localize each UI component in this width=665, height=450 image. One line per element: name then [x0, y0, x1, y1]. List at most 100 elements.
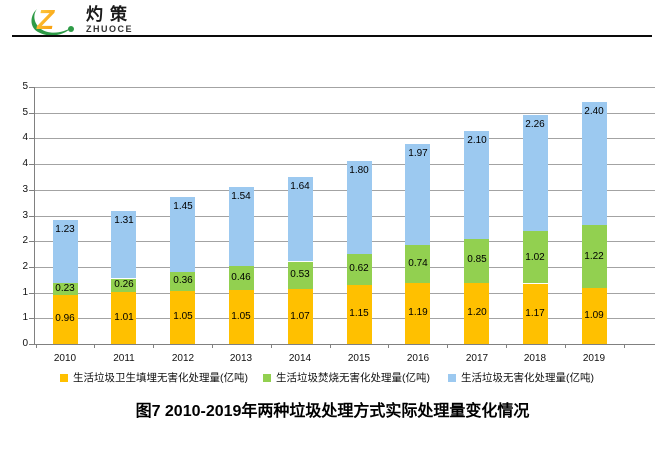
bar-segment [523, 231, 548, 283]
legend-swatch-icon [448, 373, 456, 382]
bar-segment [170, 272, 195, 291]
y-axis-tick [29, 216, 34, 217]
bar-segment [288, 177, 313, 261]
bar-value-label: 1.19 [408, 307, 428, 318]
y-axis-tick [29, 241, 34, 242]
legend-label: 生活垃圾无害化处理量(亿吨) [461, 372, 594, 384]
legend-item: 生活垃圾焚烧无害化处理量(亿吨) [263, 370, 430, 385]
x-axis-tick [94, 344, 95, 348]
bar-segment [405, 283, 430, 344]
bar-value-label: 0.96 [55, 313, 75, 324]
bar-value-label: 1.80 [349, 165, 369, 176]
x-axis-tick [388, 344, 389, 348]
x-axis-category-label: 2013 [229, 353, 253, 364]
y-axis-tick-label: 2 [22, 235, 28, 246]
x-axis-tick [330, 344, 331, 348]
bar-value-label: 1.45 [173, 201, 193, 212]
y-axis-tick-label: 4 [22, 158, 28, 169]
x-axis-category-label: 2010 [53, 353, 77, 364]
bar-segment [288, 262, 313, 289]
gridline [34, 164, 655, 165]
bar-segment [111, 211, 136, 278]
bar-value-label: 2.10 [467, 135, 487, 146]
bar-value-label: 2.26 [525, 119, 545, 130]
brand-name-cn: 灼策 [86, 5, 134, 24]
bar-segment [53, 295, 78, 344]
bar-value-label: 1.17 [525, 308, 545, 319]
y-axis-tick-label: 3 [22, 210, 28, 221]
bar-segment [111, 279, 136, 292]
y-axis-tick-label: 5 [22, 107, 28, 118]
x-axis-category-label: 2017 [465, 353, 489, 364]
y-axis-tick [29, 138, 34, 139]
gridline [34, 113, 655, 114]
x-axis-tick [153, 344, 154, 348]
legend-swatch-icon [263, 373, 271, 382]
x-axis-tick [565, 344, 566, 348]
bar-segment [582, 225, 607, 288]
bar-value-label: 2.40 [584, 106, 604, 117]
x-axis-category-label: 2011 [113, 353, 135, 364]
bar-segment [229, 290, 254, 344]
bar-segment [170, 197, 195, 272]
y-axis-tick-label: 1 [22, 287, 28, 298]
bar-value-label: 1.02 [525, 252, 545, 263]
y-axis-tick-label: 1 [22, 312, 28, 323]
y-axis-tick-label: 5 [22, 81, 28, 92]
x-axis-tick [212, 344, 213, 348]
legend-label: 生活垃圾焚烧无害化处理量(亿吨) [276, 372, 430, 384]
gridline [34, 267, 655, 268]
legend-label: 生活垃圾卫生填埋无害化处理量(亿吨) [73, 372, 248, 384]
x-axis-category-label: 2012 [171, 353, 195, 364]
x-axis-line [34, 344, 655, 345]
bar-value-label: 1.05 [173, 311, 193, 322]
y-axis-tick [29, 164, 34, 165]
bar-value-label: 1.54 [231, 191, 251, 202]
x-axis-category-label: 2019 [582, 353, 606, 364]
bar-value-label: 0.62 [349, 263, 369, 274]
bar-segment [464, 131, 489, 239]
y-axis-tick [29, 267, 34, 268]
x-axis-tick [447, 344, 448, 348]
bar-segment [347, 161, 372, 254]
svg-text:Z: Z [36, 4, 55, 35]
y-axis-tick-label: 4 [22, 132, 28, 143]
bar-value-label: 0.46 [231, 272, 251, 283]
y-axis-tick [29, 318, 34, 319]
bar-value-label: 0.36 [173, 275, 193, 286]
bar-value-label: 1.20 [467, 307, 487, 318]
brand-name-en: ZHUOCE [86, 24, 133, 34]
gridline [34, 318, 655, 319]
legend-item: 生活垃圾卫生填埋无害化处理量(亿吨) [60, 370, 248, 385]
bar-segment [111, 292, 136, 344]
bar-value-label: 1.31 [114, 215, 134, 226]
bar-value-label: 0.74 [408, 258, 428, 269]
bar-segment [405, 245, 430, 283]
brand-text: 灼策 ZHUOCE [86, 2, 134, 35]
gridline [34, 138, 655, 139]
bar-value-label: 1.01 [114, 312, 134, 323]
bar-value-label: 0.85 [467, 254, 487, 265]
bar-segment [347, 285, 372, 344]
bar-segment [523, 115, 548, 231]
bar-value-label: 1.05 [231, 311, 251, 322]
bar-segment [229, 187, 254, 266]
bar-value-label: 1.97 [408, 148, 428, 159]
bar-value-label: 0.26 [114, 279, 134, 290]
y-axis-tick [29, 113, 34, 114]
x-axis-category-label: 2018 [523, 353, 547, 364]
x-axis-tick [271, 344, 272, 348]
x-axis-tick [624, 344, 625, 348]
header-divider [12, 35, 652, 37]
y-axis-tick-label: 2 [22, 261, 28, 272]
bar-segment [523, 284, 548, 344]
bar-value-label: 1.07 [290, 311, 310, 322]
gridline [34, 190, 655, 191]
bar-value-label: 0.23 [55, 283, 75, 294]
bar-segment [170, 290, 195, 344]
y-axis-tick [29, 190, 34, 191]
bar-segment [582, 102, 607, 225]
bar-value-label: 1.09 [584, 310, 604, 321]
legend-item: 生活垃圾无害化处理量(亿吨) [448, 370, 594, 385]
